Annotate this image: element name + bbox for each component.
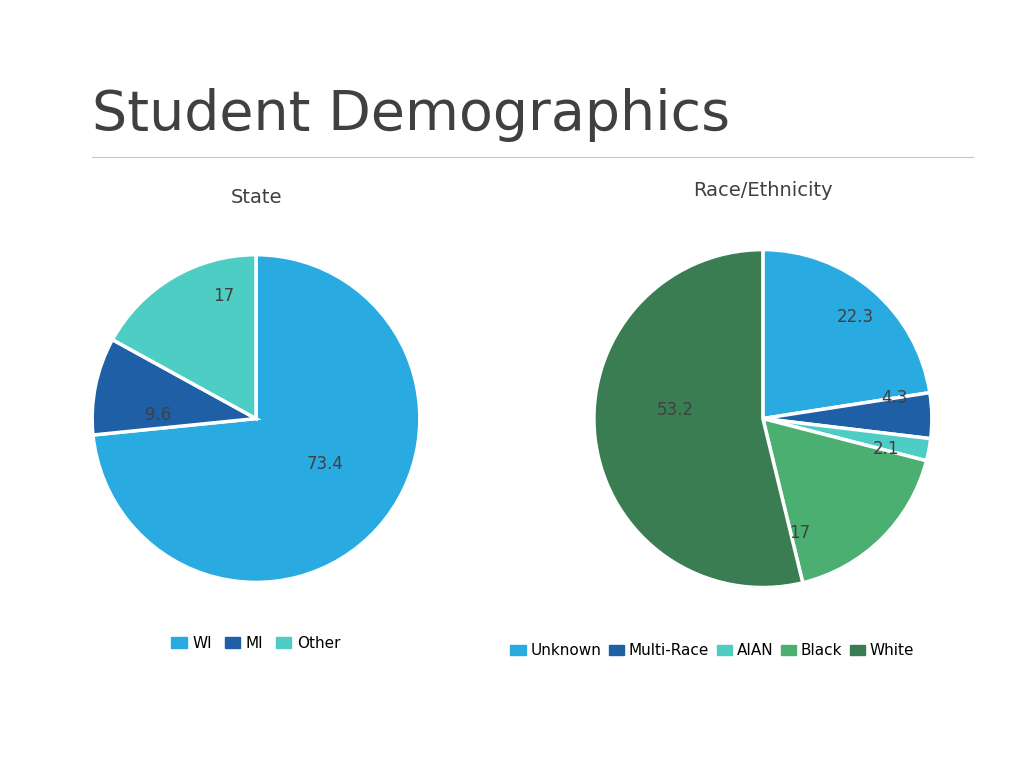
Text: 17: 17 [213, 286, 233, 305]
Wedge shape [594, 250, 803, 588]
Title: State: State [230, 187, 282, 207]
Text: 2.1: 2.1 [873, 440, 899, 458]
Text: 53.2: 53.2 [656, 401, 693, 419]
Wedge shape [93, 255, 420, 582]
Text: 22.3: 22.3 [838, 308, 874, 326]
Wedge shape [763, 392, 932, 439]
Text: 4.3: 4.3 [882, 389, 908, 407]
Title: Race/Ethnicity: Race/Ethnicity [693, 181, 833, 200]
Wedge shape [763, 419, 927, 583]
Text: 73.4: 73.4 [306, 455, 343, 473]
Text: 17: 17 [790, 525, 811, 542]
Legend: Unknown, Multi-Race, AIAN, Black, White: Unknown, Multi-Race, AIAN, Black, White [504, 637, 921, 664]
Text: 9.6: 9.6 [144, 406, 171, 424]
Wedge shape [763, 419, 931, 461]
Wedge shape [92, 339, 256, 435]
Legend: WI, MI, Other: WI, MI, Other [165, 630, 347, 657]
Wedge shape [763, 250, 930, 419]
Wedge shape [113, 255, 256, 419]
Text: Student Demographics: Student Demographics [92, 88, 730, 142]
